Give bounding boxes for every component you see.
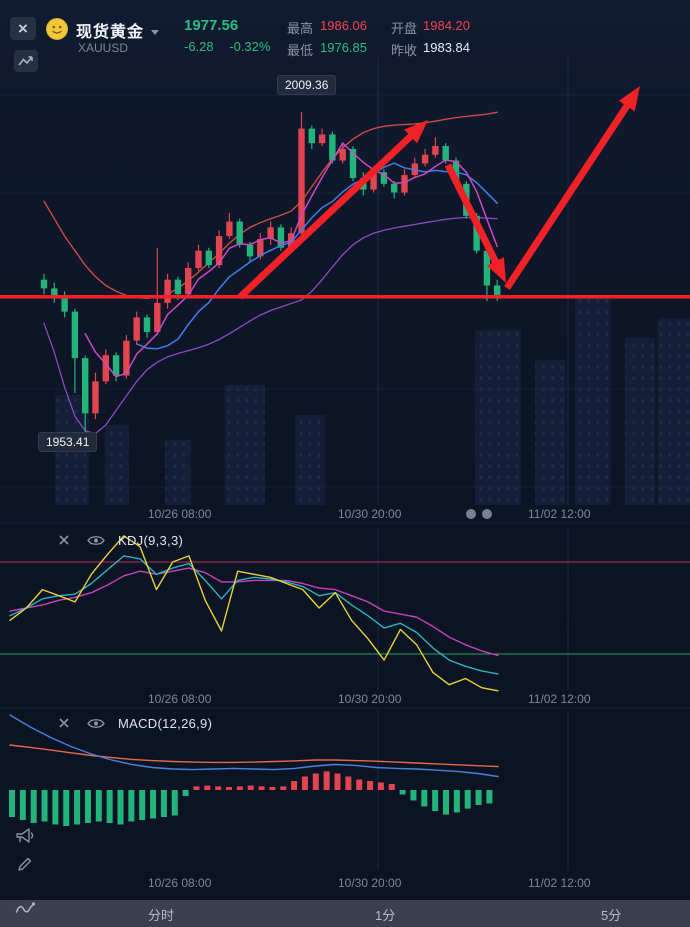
stat-prevclose-value: 1983.84 [423,40,470,55]
axis-tick: 11/02 12:00 [528,507,591,521]
price-change: -6.28 [184,39,214,54]
last-price: 1977.56 [184,17,239,34]
macd-visibility-button[interactable] [86,714,106,732]
close-button[interactable]: × [10,17,36,40]
low-price-tag: 1953.41 [38,432,98,452]
axis-tick: 11/02 12:00 [528,692,591,706]
symbol-name: 现货黄金 [76,24,145,41]
close-icon: × [18,19,28,38]
trend-zigzag-icon [18,56,33,66]
axis-tick: 10/30 20:00 [338,876,402,890]
kdj-panel-header: KDJ(9,3,3) [54,531,183,549]
symbol-code: XAUUSD [78,41,129,55]
high-price-tag: 2009.36 [277,75,337,95]
tab-1min[interactable]: 1分 [375,908,396,923]
megaphone-icon [16,828,34,843]
main-time-axis: 10/26 08:00 10/30 20:00 11/02 12:00 [0,507,690,523]
macd-label: MACD(12,26,9) [118,715,213,731]
kdj-time-axis: 10/26 08:00 10/30 20:00 11/02 12:00 [0,692,690,708]
draw-tool-button[interactable] [13,852,37,876]
avatar[interactable] [46,18,68,45]
kdj-visibility-button[interactable] [86,531,106,549]
period-tab-bar: 分时 1分 5分 [0,900,690,927]
stat-low-label: 最低 [287,43,314,58]
axis-tick: 11/02 12:00 [528,876,591,890]
axis-tick: 10/26 08:00 [148,692,212,706]
axis-tick: 10/26 08:00 [148,507,212,521]
pencil-icon [18,857,32,871]
macd-panel-header: MACD(12,26,9) [54,714,212,732]
collapse-chart-button[interactable] [14,50,38,72]
price-change-row: -6.28 -0.32% [184,39,270,54]
stat-prevclose-label: 昨收 [391,43,418,58]
macd-time-axis: 10/26 08:00 10/30 20:00 11/02 12:00 [0,876,690,892]
price-change-percent: -0.32% [229,39,271,54]
chevron-down-icon [151,30,160,36]
indicator-style-button[interactable] [13,896,37,920]
stat-high-label: 最高 [287,21,314,36]
eye-icon [87,718,105,728]
avatar-icon [46,18,68,40]
close-icon [59,535,69,545]
announcement-button[interactable] [13,824,37,848]
eye-icon [87,535,105,545]
wave-line-icon [15,902,35,913]
axis-tick: 10/30 20:00 [338,692,402,706]
stat-low-value: 1976.85 [320,40,367,55]
kdj-close-button[interactable] [54,531,74,549]
tab-5min[interactable]: 5分 [601,908,622,923]
axis-tick: 10/26 08:00 [148,876,212,890]
kdj-label: KDJ(9,3,3) [118,532,184,548]
axis-tick: 10/30 20:00 [338,507,402,521]
symbol-selector[interactable]: 现货黄金 [76,18,160,42]
tab-timeshare[interactable]: 分时 [148,908,175,923]
close-icon [59,718,69,728]
macd-close-button[interactable] [54,714,74,732]
stat-open-label: 开盘 [391,21,418,36]
stat-high-value: 1986.06 [320,18,367,33]
stat-open-value: 1984.20 [423,18,470,33]
